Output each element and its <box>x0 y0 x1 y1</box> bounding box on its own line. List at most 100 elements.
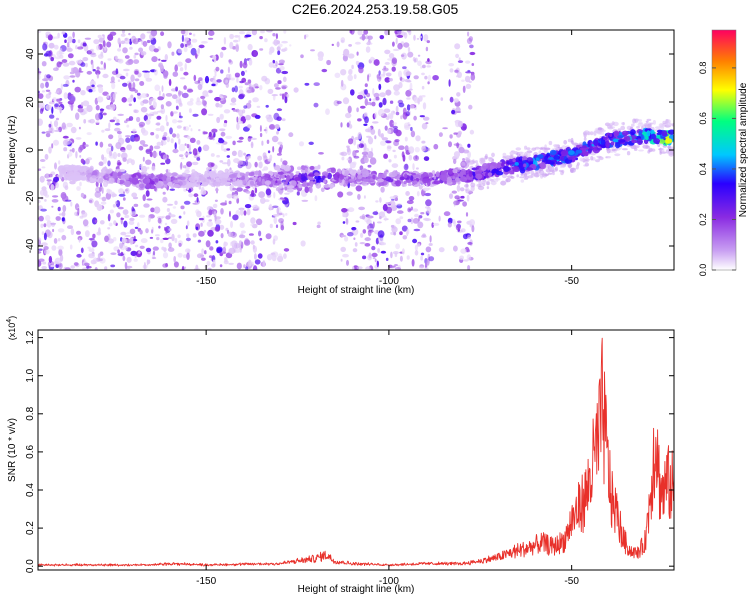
noise-speck <box>142 99 149 104</box>
noise-speck <box>223 148 228 152</box>
noise-speck <box>426 40 430 44</box>
haze-speck <box>479 157 484 162</box>
haze-speck <box>583 130 590 136</box>
noise-speck <box>257 253 263 259</box>
noise-speck <box>128 32 131 36</box>
noise-speck <box>384 77 391 83</box>
noise-speck <box>204 75 210 84</box>
noise-speck <box>367 126 372 130</box>
noise-speck <box>88 237 95 241</box>
noise-speck <box>67 151 73 157</box>
noise-speck <box>151 257 157 259</box>
noise-speck <box>298 141 305 147</box>
signal-speck <box>150 180 155 185</box>
noise-speck <box>318 56 324 61</box>
noise-speck <box>318 152 324 155</box>
noise-speck <box>143 203 150 208</box>
noise-speck <box>95 141 98 146</box>
noise-speck <box>402 248 405 255</box>
noise-speck <box>160 59 167 62</box>
noise-speck <box>422 64 426 69</box>
noise-speck <box>368 252 372 259</box>
noise-speck <box>95 104 100 111</box>
noise-speck <box>284 47 288 52</box>
signal-speck <box>322 175 326 179</box>
noise-speck <box>130 250 138 257</box>
noise-speck <box>162 196 168 203</box>
noise-speck <box>341 156 345 161</box>
noise-speck <box>245 266 249 270</box>
noise-speck <box>418 184 423 190</box>
noise-speck <box>41 231 45 236</box>
noise-speck <box>229 210 231 217</box>
x-tick-label: -150 <box>196 276 216 287</box>
noise-speck <box>175 105 179 110</box>
noise-speck <box>276 46 281 52</box>
noise-speck <box>117 58 124 64</box>
noise-speck <box>380 186 385 193</box>
noise-speck <box>398 70 402 78</box>
noise-speck <box>211 128 218 133</box>
noise-speck <box>411 259 415 267</box>
noise-speck <box>38 30 42 34</box>
noise-speck <box>382 97 387 106</box>
noise-speck <box>239 93 246 98</box>
noise-speck <box>132 82 136 89</box>
noise-speck <box>351 227 357 231</box>
noise-speck <box>41 166 46 169</box>
noise-speck <box>46 74 51 79</box>
noise-speck <box>204 250 207 255</box>
noise-speck <box>127 97 133 103</box>
noise-speck <box>202 90 209 97</box>
noise-speck <box>421 140 426 144</box>
noise-speck <box>160 125 165 132</box>
noise-speck <box>281 93 285 100</box>
noise-speck <box>167 41 172 49</box>
noise-speck <box>45 214 51 222</box>
haze-speck <box>660 148 665 153</box>
noise-speck <box>198 129 201 132</box>
noise-speck <box>134 78 140 82</box>
noise-speck <box>125 135 131 138</box>
noise-speck <box>145 148 152 154</box>
noise-speck <box>410 126 413 132</box>
y-tick-label: 0.2 <box>25 521 36 535</box>
noise-speck <box>73 262 79 266</box>
noise-speck <box>183 211 186 215</box>
noise-speck <box>42 78 49 82</box>
noise-speck <box>321 68 328 73</box>
noise-speck <box>117 113 124 116</box>
noise-speck <box>56 126 59 130</box>
noise-speck <box>417 216 421 222</box>
signal-speck <box>631 139 638 144</box>
noise-speck <box>238 240 243 246</box>
signal-speck <box>522 160 526 165</box>
noise-speck <box>421 95 426 98</box>
noise-speck <box>346 145 350 148</box>
signal-speck <box>526 167 534 171</box>
signal-speck <box>239 172 246 177</box>
signal-speck <box>112 171 118 179</box>
noise-speck <box>424 192 432 197</box>
noise-speck <box>169 214 176 218</box>
noise-speck <box>59 54 64 59</box>
signal-speck <box>131 177 139 185</box>
noise-speck <box>391 57 398 64</box>
noise-speck <box>156 110 164 113</box>
noise-speck <box>151 229 154 234</box>
noise-speck <box>155 127 161 132</box>
signal-speck <box>248 172 254 177</box>
noise-speck <box>174 142 177 150</box>
noise-speck <box>416 191 420 197</box>
noise-speck <box>336 100 342 105</box>
haze-speck <box>486 186 490 190</box>
signal-speck <box>264 180 272 186</box>
noise-speck <box>470 73 476 81</box>
noise-speck <box>183 254 187 259</box>
noise-speck <box>462 85 466 94</box>
noise-speck <box>160 238 164 244</box>
noise-speck <box>50 57 54 62</box>
noise-speck <box>275 33 278 40</box>
noise-speck <box>457 71 462 79</box>
haze-speck <box>561 145 567 149</box>
